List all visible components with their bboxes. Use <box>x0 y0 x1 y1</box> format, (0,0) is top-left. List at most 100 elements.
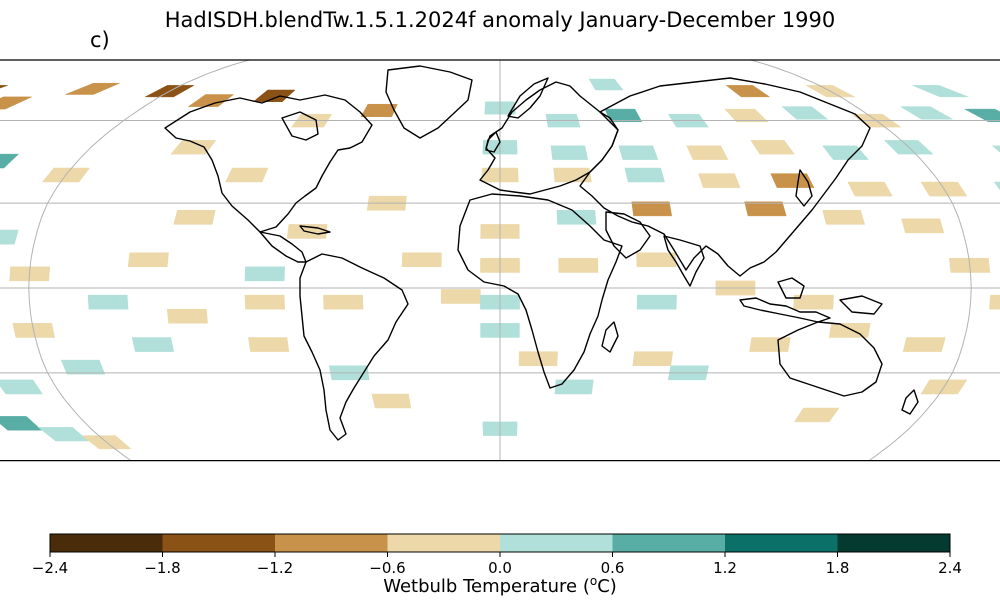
coastline-india <box>663 235 705 287</box>
anomaly-cell <box>60 359 106 375</box>
coastline-hudson-bay <box>281 111 319 141</box>
meridian-gridline <box>28 60 250 461</box>
anomaly-cell <box>553 167 592 183</box>
colorbar-tick-label: −0.6 <box>369 559 406 577</box>
anomaly-cell <box>899 106 954 120</box>
coastline-borneo <box>777 277 805 299</box>
colorbar-tick-label: −1.2 <box>256 559 294 577</box>
anomaly-cell <box>556 210 597 225</box>
colorbar-tick-label: 1.2 <box>713 559 737 577</box>
anomaly-cell <box>252 89 296 102</box>
coastline-south-america <box>299 253 409 441</box>
anomaly-cell <box>847 181 893 197</box>
anomaly-cell <box>750 140 795 155</box>
anomaly-cell <box>166 308 208 324</box>
anomaly-cell <box>244 266 285 282</box>
colorbar-tick-label: 0.6 <box>600 559 625 577</box>
anomaly-cell <box>0 96 32 110</box>
anomaly-cell <box>793 294 834 310</box>
colorbar-tick-label: −1.8 <box>144 559 181 577</box>
colorbar-bin <box>275 534 388 552</box>
anomaly-cell <box>624 167 666 183</box>
anomaly-cell <box>744 201 787 217</box>
coastline-cuba <box>299 225 331 235</box>
colorbar-bin <box>612 534 726 552</box>
coastline-australia <box>777 321 883 397</box>
colorbar-tick-label: −2.4 <box>31 559 69 577</box>
anomaly-cell <box>993 181 1000 197</box>
coastline-asia <box>579 77 871 277</box>
anomaly-cell <box>793 407 840 423</box>
anomaly-cell <box>770 173 815 188</box>
coastline-antarctica <box>240 478 800 515</box>
anomaly-cell <box>170 140 217 155</box>
anomaly-cell <box>822 145 869 160</box>
anomaly-cell <box>698 173 741 188</box>
anomaly-cell <box>828 323 871 338</box>
coastline-madagascar <box>601 321 619 353</box>
anomaly-cell <box>37 427 90 442</box>
anomaly-cell <box>901 218 945 234</box>
anomaly-cell <box>0 85 8 98</box>
anomaly-cell <box>912 85 969 98</box>
anomaly-cell <box>127 252 169 268</box>
anomaly-cell <box>632 351 674 366</box>
colorbar <box>49 533 951 557</box>
anomaly-cell <box>686 145 729 160</box>
colorbar-bin <box>725 534 838 552</box>
coastline-britain <box>485 131 501 153</box>
anomaly-cell <box>248 337 290 352</box>
coastline-indonesia <box>739 297 831 323</box>
anomaly-cell <box>0 153 20 169</box>
anomaly-cell <box>360 103 398 117</box>
anomaly-cell <box>964 108 1000 123</box>
anomaly-cell <box>371 393 412 409</box>
anomaly-cell <box>401 252 442 268</box>
colorbar-bin <box>837 534 951 552</box>
colorbar-bin <box>500 534 613 552</box>
meridian-gridline <box>750 60 972 461</box>
anomaly-cell <box>65 82 120 95</box>
anomaly-cell <box>822 210 866 225</box>
coastline-new-guinea <box>839 295 883 315</box>
anomaly-cell <box>244 294 285 310</box>
anomaly-cell <box>554 379 594 395</box>
anomaly-cell <box>518 351 558 366</box>
anomaly-cell <box>0 379 43 395</box>
colorbar-bin <box>162 534 276 552</box>
anomaly-cell <box>902 337 946 352</box>
chart-title: HadISDH.blendTw.1.5.1.2024f anomaly Janu… <box>164 8 836 32</box>
anomaly-cell <box>131 337 175 352</box>
anomaly-cell <box>725 85 771 98</box>
colorbar-tick-label: 0.0 <box>488 559 512 577</box>
anomaly-cell <box>636 252 677 268</box>
anomaly-cell <box>550 145 589 160</box>
anomaly-cell <box>749 337 791 352</box>
coastlines <box>164 65 919 515</box>
anomaly-cell <box>618 145 659 160</box>
anomaly-cell <box>225 167 269 183</box>
anomaly-cell <box>0 229 19 245</box>
coastline-europe <box>479 81 619 195</box>
anomaly-cell <box>631 201 672 217</box>
coastline-africa <box>457 193 623 389</box>
colorbar-tick-label: 1.8 <box>825 559 850 577</box>
colorbar-tick-label: 2.4 <box>938 559 962 577</box>
colorbar-bin <box>50 534 163 552</box>
anomaly-cell <box>187 94 235 107</box>
gridlines <box>0 60 1000 461</box>
anomaly-cell <box>558 258 599 273</box>
anomaly-cell <box>636 294 677 310</box>
coastline-new-zealand <box>901 389 919 415</box>
anomaly-cell <box>173 210 216 225</box>
anomaly-cell <box>87 294 129 310</box>
coastline-arabia <box>605 211 651 259</box>
anomaly-cell <box>440 289 481 304</box>
coastline-greenland <box>385 65 473 139</box>
anomaly-cell <box>989 294 1000 310</box>
anomaly-cell <box>588 78 624 91</box>
coastline-scandinavia <box>507 77 549 119</box>
anomaly-cell <box>724 108 769 123</box>
coastline-north-america <box>164 94 373 233</box>
